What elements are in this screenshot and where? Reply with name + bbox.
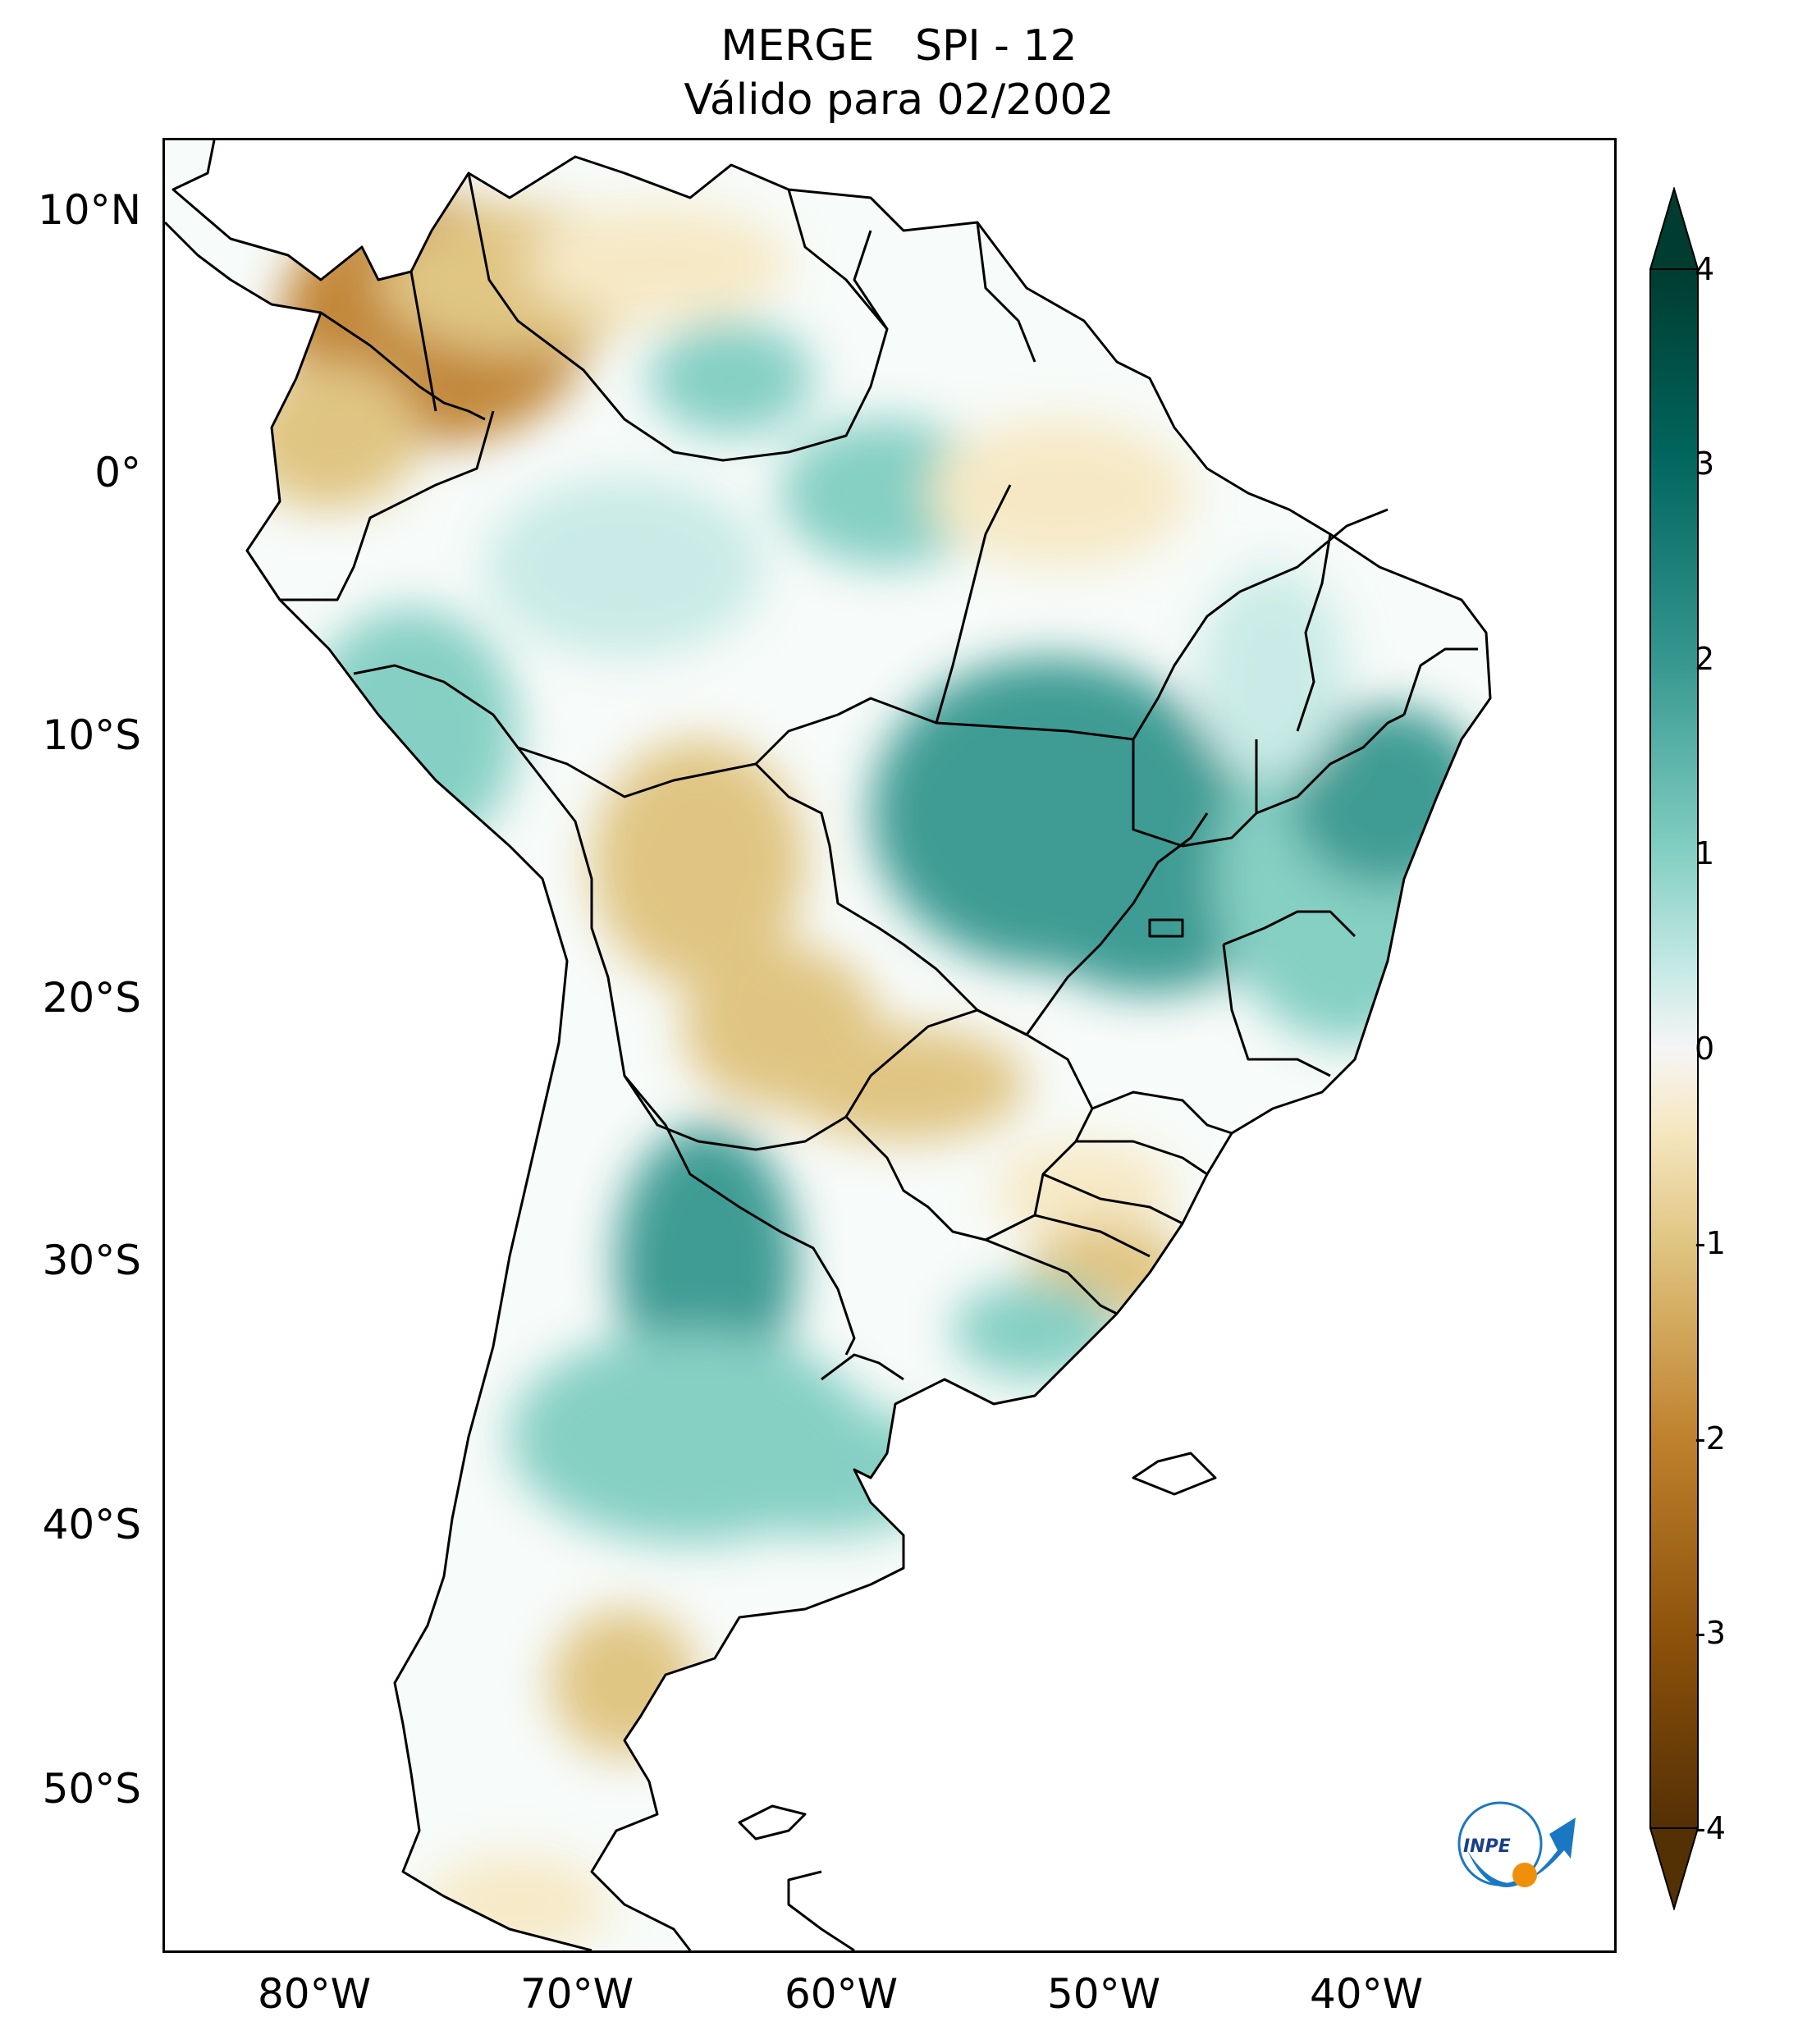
colorbar-tick-label: 1 <box>1695 835 1715 871</box>
lat-tick-label: 0° <box>94 449 141 496</box>
colorbar-body <box>1649 268 1699 1829</box>
lon-tick-label: 40°W <box>1309 1970 1424 2018</box>
colorbar-tick-label: 0 <box>1695 1031 1715 1067</box>
colorbar-extend-bottom <box>1649 1827 1699 1910</box>
colorbar-tick-label: 3 <box>1695 446 1715 482</box>
lat-tick-label: 10°S <box>42 711 141 759</box>
inpe-logo: INPE <box>1457 1801 1576 1887</box>
lat-tick-label: 50°S <box>42 1765 141 1813</box>
lat-tick-label: 20°S <box>42 974 141 1022</box>
lat-tick-label: 30°S <box>42 1237 141 1284</box>
colorbar-tick-label: -2 <box>1695 1420 1726 1456</box>
map-area <box>162 138 1617 1953</box>
logo-text: INPE <box>1463 1836 1511 1857</box>
lat-tick-label: 10°N <box>37 186 141 234</box>
colorbar-tick-label: -1 <box>1695 1225 1726 1261</box>
lon-tick-label: 50°W <box>1046 1970 1161 2018</box>
colorbar-extend-top <box>1649 187 1699 270</box>
lat-tick-label: 40°S <box>42 1501 141 1548</box>
colorbar-tick-label: 2 <box>1695 641 1715 677</box>
colorbar-tick-label: 4 <box>1695 251 1715 287</box>
map-title: MERGE SPI - 12 <box>721 21 1077 71</box>
spi-map <box>165 140 1492 1950</box>
lon-tick-label: 70°W <box>519 1970 634 2018</box>
colorbar-tick-label: -4 <box>1695 1810 1726 1846</box>
lon-tick-label: 60°W <box>784 1970 899 2018</box>
map-subtitle: Válido para 02/2002 <box>684 75 1114 125</box>
colorbar <box>1649 187 1699 1910</box>
colorbar-tick-label: -3 <box>1695 1615 1726 1651</box>
lon-tick-label: 80°W <box>257 1970 372 2018</box>
